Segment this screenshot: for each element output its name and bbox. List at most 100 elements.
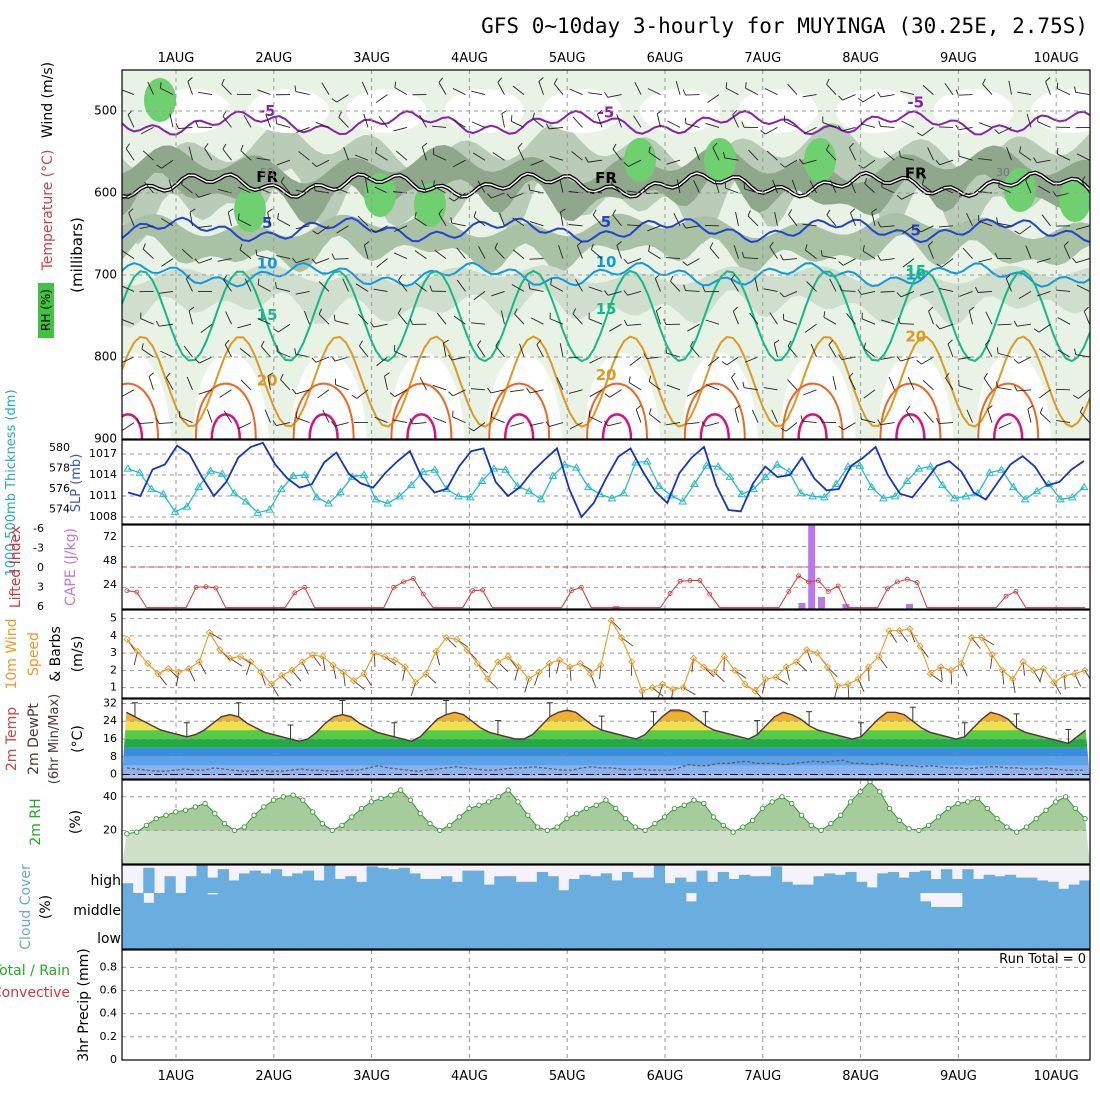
wind-barb xyxy=(530,259,544,260)
cloud-bar xyxy=(228,880,239,893)
cloud-bar xyxy=(1069,885,1080,893)
cloud-bar xyxy=(590,876,601,893)
cloud-bar xyxy=(750,921,761,949)
cloud-bar xyxy=(462,893,473,921)
cloud-bar xyxy=(494,876,505,893)
rh-point xyxy=(408,798,412,802)
rh-point xyxy=(790,801,794,805)
rh-tick: 20 xyxy=(103,823,117,836)
pressure-tick: 700 xyxy=(94,268,117,282)
cloud-bar xyxy=(845,893,856,921)
cloud-bar xyxy=(441,876,452,893)
rh-axis-label: (%) xyxy=(68,810,84,834)
cloud-bar xyxy=(1047,921,1058,949)
wind-barb-flag xyxy=(997,347,998,353)
rh-point xyxy=(995,816,999,820)
wind-barb-flag xyxy=(117,359,121,363)
cloud-bar xyxy=(803,893,814,921)
cloud-bar xyxy=(718,921,729,949)
cloud-bar xyxy=(750,893,761,921)
cloud-bar xyxy=(856,882,867,893)
moist-blob xyxy=(624,138,656,182)
cloud-bar xyxy=(696,871,707,893)
cloud-bar xyxy=(409,873,420,893)
date-label-bottom: 9AUG xyxy=(940,1069,977,1084)
rh-point xyxy=(662,815,666,819)
cloud-bar xyxy=(633,921,644,949)
cloud-bar xyxy=(1069,921,1080,949)
cloud-bar xyxy=(569,893,580,921)
rh-point xyxy=(936,815,940,819)
cloud-bar xyxy=(930,879,941,893)
cloud-bar xyxy=(665,893,676,921)
cloud-bar xyxy=(952,907,963,921)
cloud-bar xyxy=(877,921,888,949)
cloud-bar xyxy=(345,921,356,949)
thickness-tick: 576 xyxy=(49,482,70,495)
cloud-bar xyxy=(633,878,644,893)
date-label-top: 4AUG xyxy=(451,51,488,66)
cloud-bar xyxy=(920,921,931,949)
cloud-bar xyxy=(569,879,580,893)
li-tick: -3 xyxy=(33,542,44,555)
cloud-bar xyxy=(175,893,186,921)
cloud-bar xyxy=(1026,893,1037,921)
cloud-bar xyxy=(1037,893,1048,921)
cloud-bar xyxy=(218,869,229,893)
isotherm-label: 20 xyxy=(596,366,617,384)
wind-barb-flag xyxy=(746,82,747,88)
rh-point xyxy=(457,815,461,819)
cloud-bar xyxy=(303,921,314,949)
cloud-bar xyxy=(409,921,420,949)
cloud-bar xyxy=(824,921,835,949)
rh-point xyxy=(125,832,129,836)
cloud-bar xyxy=(271,869,282,893)
cloud-bar xyxy=(984,921,995,949)
li-axis-label: Lifted Index xyxy=(8,526,24,608)
cloud-bar xyxy=(973,921,984,949)
cloud-bar xyxy=(835,875,846,893)
precip-axis-label: 3hr Precip (mm) xyxy=(76,948,92,1061)
rh-point xyxy=(799,813,803,817)
cloud-bar xyxy=(356,893,367,921)
rh-point xyxy=(222,821,226,825)
rh-legend-label: RH (%) xyxy=(39,289,53,331)
rh-point xyxy=(1073,806,1077,810)
rh-point xyxy=(281,795,285,799)
cloud-bar xyxy=(813,921,824,949)
cloud-bar xyxy=(984,893,995,921)
date-label-bottom: 4AUG xyxy=(451,1069,488,1084)
precip-tick: 0.2 xyxy=(100,1030,118,1043)
cloud-bar xyxy=(718,872,729,893)
cloud-bar xyxy=(547,893,558,921)
rh-tick: 40 xyxy=(103,790,117,803)
wind-barb-flag xyxy=(161,82,162,88)
date-label-top: 6AUG xyxy=(647,51,684,66)
cloud-axis-label: (%) xyxy=(38,895,54,919)
cloud-bar xyxy=(377,868,388,893)
cloud-bar xyxy=(686,901,697,921)
cloud-bar xyxy=(952,921,963,949)
panel-bg xyxy=(122,440,1090,524)
rh-point xyxy=(731,830,735,834)
cloud-bar xyxy=(920,871,931,893)
cloud-bar xyxy=(303,871,314,893)
cape-bar xyxy=(842,604,849,609)
cloud-bar xyxy=(803,885,814,893)
rh-point xyxy=(174,810,178,814)
rh-point xyxy=(418,811,422,815)
moist-blob xyxy=(804,138,836,182)
wind-barb-flag xyxy=(685,118,686,124)
rh-point xyxy=(232,828,236,832)
cloud-bar xyxy=(377,921,388,949)
cloud-bar xyxy=(228,893,239,921)
date-label-top: 1AUG xyxy=(158,51,195,66)
isotherm-label: 15 xyxy=(905,262,926,280)
cloud-bar xyxy=(558,893,569,921)
rh-point xyxy=(672,806,676,810)
cloud-bar xyxy=(941,907,952,921)
rh-point xyxy=(750,818,754,822)
rh-point xyxy=(330,828,334,832)
cloud-bar xyxy=(303,893,314,921)
